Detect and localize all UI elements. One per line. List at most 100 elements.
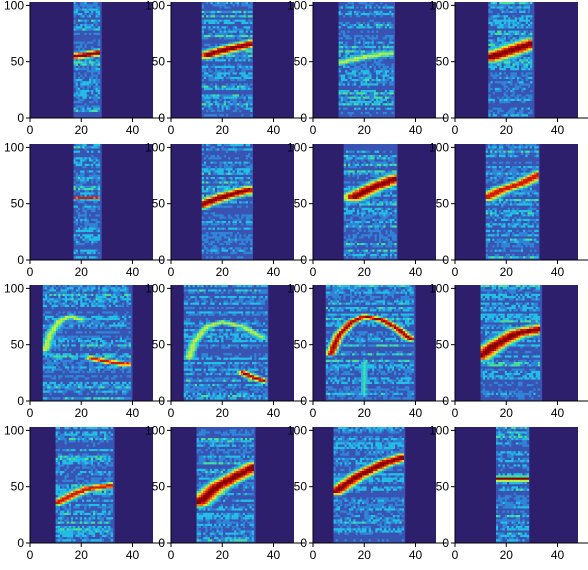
heat-cell <box>389 55 391 57</box>
heat-cell <box>387 17 389 19</box>
heat-cell <box>202 75 204 77</box>
heat-cell <box>495 77 497 79</box>
heat-cell <box>78 177 80 179</box>
heat-cell <box>96 148 98 150</box>
heat-cell <box>343 108 345 110</box>
heat-cell <box>372 101 374 103</box>
heat-cell <box>374 44 376 46</box>
heat-cell <box>358 2 360 4</box>
heat-cell <box>219 48 221 50</box>
heat-cell <box>206 28 208 30</box>
heat-cell <box>206 15 208 17</box>
heat-cell <box>230 77 232 79</box>
heat-cell <box>513 6 515 8</box>
heat-cell <box>347 61 349 63</box>
heat-cell <box>354 72 356 74</box>
heat-cell <box>519 26 521 28</box>
heat-cell <box>208 173 210 175</box>
heat-cell <box>491 46 493 48</box>
heat-cell <box>350 83 352 85</box>
heat-cell <box>85 72 87 74</box>
heat-cell <box>78 97 80 99</box>
heat-cell <box>91 108 93 110</box>
heat-cell <box>367 57 369 59</box>
heat-cell <box>515 2 517 4</box>
heat-cell <box>226 15 228 17</box>
heat-cell <box>217 175 219 177</box>
heat-cell <box>352 66 354 68</box>
heat-cell <box>211 83 213 85</box>
heat-cell <box>374 112 376 114</box>
heat-cell <box>350 2 352 4</box>
heat-cell <box>204 79 206 81</box>
heat-cell <box>96 61 98 63</box>
heat-cell <box>241 66 243 68</box>
heat-cell <box>530 15 532 17</box>
heat-cell <box>521 39 523 41</box>
heat-cell <box>206 24 208 26</box>
heat-cell <box>91 232 93 234</box>
heat-cell <box>376 86 378 88</box>
heat-cell <box>363 66 365 68</box>
heat-cell <box>98 105 100 107</box>
heat-cell <box>372 55 374 57</box>
heat-cell <box>367 105 369 107</box>
heat-cell <box>91 2 93 4</box>
heat-cell <box>89 110 91 112</box>
heat-cell <box>237 28 239 30</box>
heat-cell <box>248 88 250 90</box>
heat-cell <box>93 181 95 183</box>
heat-cell <box>244 55 246 57</box>
heat-cell <box>358 53 360 55</box>
heat-cell <box>367 92 369 94</box>
heat-cell <box>226 75 228 77</box>
heat-cell <box>391 15 393 17</box>
heat-cell <box>347 72 349 74</box>
heat-cell <box>222 72 224 74</box>
heat-cell <box>226 70 228 72</box>
heat-cell <box>222 164 224 166</box>
heat-cell <box>239 42 241 44</box>
heat-cell <box>222 105 224 107</box>
heat-cell <box>82 64 84 66</box>
heat-cell <box>91 20 93 22</box>
heat-cell <box>82 50 84 52</box>
heat-cell <box>380 70 382 72</box>
heat-cell <box>78 108 80 110</box>
heat-cell <box>211 46 213 48</box>
heat-cell <box>347 59 349 61</box>
heat-cell <box>378 42 380 44</box>
heat-cell <box>233 92 235 94</box>
heat-cell <box>513 86 515 88</box>
heat-cell <box>204 53 206 55</box>
heat-cell <box>208 35 210 37</box>
heat-cell <box>87 24 89 26</box>
heat-cell <box>208 53 210 55</box>
heat-cell <box>521 22 523 24</box>
heat-cell <box>506 2 508 4</box>
heat-cell <box>235 164 237 166</box>
heat-cell <box>378 72 380 74</box>
heat-cell <box>367 26 369 28</box>
heat-cell <box>502 86 504 88</box>
heat-cell <box>93 219 95 221</box>
heat-cell <box>387 53 389 55</box>
heat-cell <box>82 61 84 63</box>
heat-cell <box>365 26 367 28</box>
heat-cell <box>80 199 82 201</box>
heat-cell <box>230 81 232 83</box>
heat-cell <box>524 20 526 22</box>
heat-cell <box>499 48 501 50</box>
heat-cell <box>350 22 352 24</box>
heat-cell <box>361 97 363 99</box>
heat-cell <box>211 26 213 28</box>
heat-cell <box>224 166 226 168</box>
heat-cell <box>211 13 213 15</box>
heat-cell <box>76 159 78 161</box>
heat-cell <box>91 70 93 72</box>
heat-cell <box>528 110 530 112</box>
heat-cell <box>237 155 239 157</box>
heat-cell <box>237 72 239 74</box>
heat-cell <box>98 20 100 22</box>
heat-cell <box>526 72 528 74</box>
